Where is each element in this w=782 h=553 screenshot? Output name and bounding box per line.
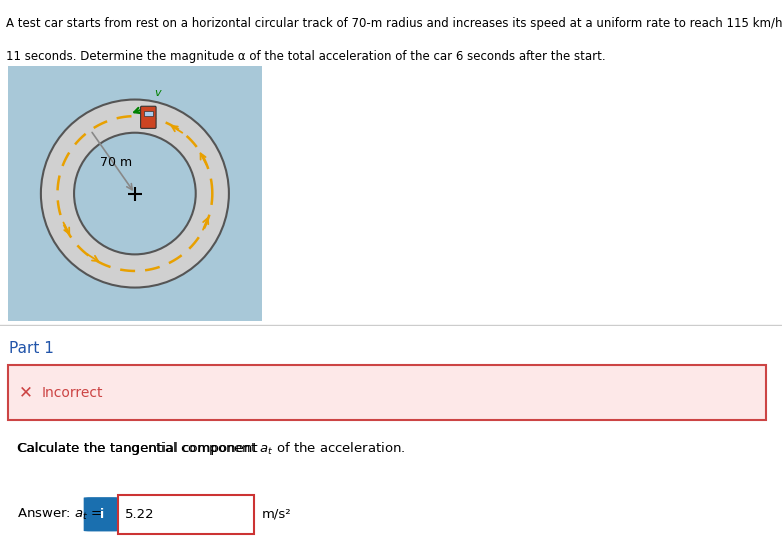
Text: ✕: ✕	[20, 384, 33, 401]
FancyBboxPatch shape	[8, 365, 766, 420]
FancyBboxPatch shape	[84, 497, 120, 531]
Text: Part 1: Part 1	[9, 341, 54, 356]
Text: 5.22: 5.22	[125, 508, 155, 521]
Text: A test car starts from rest on a horizontal circular track of 70-m radius and in: A test car starts from rest on a horizon…	[6, 17, 782, 30]
Text: Calculate the tangential component: Calculate the tangential component	[17, 442, 262, 455]
FancyBboxPatch shape	[141, 106, 156, 128]
FancyBboxPatch shape	[118, 495, 254, 534]
Text: v: v	[154, 88, 160, 98]
Text: Calculate the tangential component $a_t$ of the acceleration.: Calculate the tangential component $a_t$…	[17, 440, 405, 457]
Text: 70 m: 70 m	[99, 156, 131, 169]
Text: Incorrect: Incorrect	[42, 385, 103, 400]
Text: 11 seconds. Determine the magnitude α of the total acceleration of the car 6 sec: 11 seconds. Determine the magnitude α of…	[6, 50, 606, 63]
Circle shape	[41, 100, 229, 288]
Circle shape	[74, 133, 196, 254]
Text: i: i	[100, 508, 104, 521]
Bar	[144, 111, 152, 116]
Text: m/s²: m/s²	[262, 508, 292, 521]
Text: Answer: $a_t$ =: Answer: $a_t$ =	[17, 507, 102, 522]
